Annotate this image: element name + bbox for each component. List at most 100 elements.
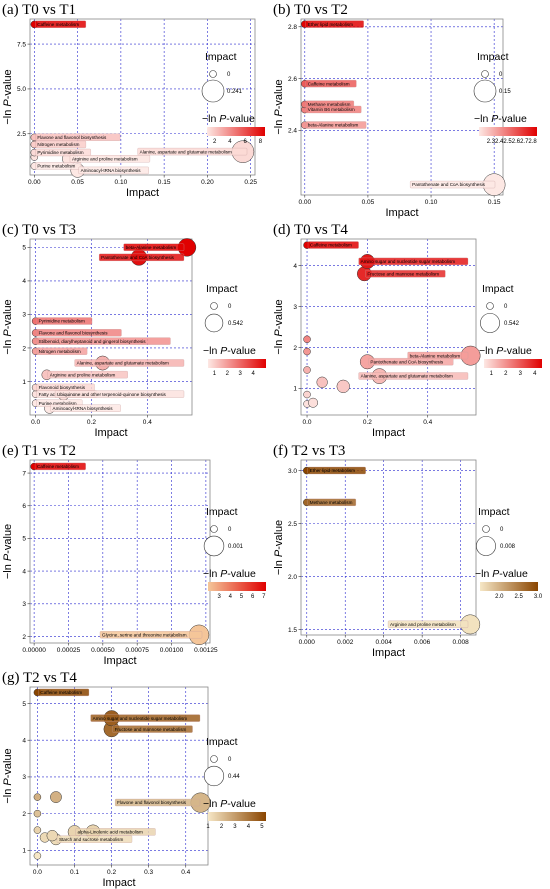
point-label-box	[307, 466, 366, 475]
point-label: Pantothenate and CoA biosynthesis	[412, 182, 485, 187]
x-axis-label: Impact	[103, 655, 136, 667]
size-legend-small-circle	[209, 70, 217, 78]
y-tick-label: 2.8	[288, 24, 297, 31]
color-legend-title: −ln P-value	[203, 798, 256, 810]
point-label: beta-Alanine metabolism	[308, 123, 359, 128]
x-tick-label: 0.00	[298, 199, 311, 206]
y-axis-label: −ln P-value	[273, 79, 285, 134]
point-label: Caffeine metabolism	[308, 81, 350, 86]
panel-7: (g) T2 vs T4 0.0 0.1 0.2 0.3 0.4 1 2 3 4 5 Impact −l…	[2, 670, 266, 889]
point-label: Pantothenate and CoA biosynthesis	[101, 255, 174, 260]
x-tick-label: 0.00050	[91, 647, 115, 654]
point-label: Fructose and mannose metabolism	[115, 727, 187, 732]
data-point	[303, 366, 311, 374]
color-legend-tick: 4	[228, 139, 232, 145]
panel-title: (e) T1 vs T2	[2, 443, 76, 459]
point-label-box	[47, 371, 128, 379]
y-tick-label: 2	[293, 345, 297, 352]
x-tick-label: 0.004	[376, 639, 393, 646]
color-legend-tick: 3	[239, 371, 243, 377]
x-tick-label: 0.002	[337, 639, 354, 646]
size-legend-label: 0	[499, 72, 503, 78]
size-legend-small-circle	[481, 70, 489, 78]
point-label: Alanine, aspartate and glutamate metabol…	[77, 361, 169, 366]
point-label-box	[137, 147, 248, 156]
size-legend-large-circle	[473, 79, 497, 103]
point-label: Arginine and proline metabolism	[72, 156, 138, 161]
x-axis-label: Impact	[94, 427, 127, 439]
x-tick-label: 0.00125	[194, 647, 218, 654]
size-legend-label: 0.542	[504, 321, 520, 327]
color-legend-bar	[208, 812, 266, 821]
x-tick-label: 0.00	[28, 179, 41, 186]
y-tick-label: 4	[22, 278, 26, 285]
panel-3: (c) T0 vs T3 0.0 0.2 0.4 1 2 3 4 5 Impact −ln P-va…	[2, 222, 266, 439]
point-label-box	[54, 390, 185, 398]
plot-frame	[300, 18, 504, 196]
point-label: Caffeine metabolism	[37, 22, 79, 27]
size-legend-small-circle	[210, 755, 218, 763]
point-label-box	[75, 828, 156, 836]
panel-title: (g) T2 vs T4	[2, 670, 77, 686]
data-point	[33, 793, 42, 801]
size-legend-small-circle	[210, 525, 218, 533]
point-label: Nitrogen metabolism	[39, 349, 81, 354]
point-label: Caffeine metabolism	[40, 690, 82, 695]
point-label-box	[305, 121, 367, 129]
color-legend-tick: 6	[251, 594, 255, 600]
point-label: Flavone and flavonol biosynthesis	[117, 800, 187, 805]
point-label-box	[99, 631, 203, 639]
x-tick-label: 0.008	[452, 639, 469, 646]
size-legend-title: Impact	[206, 736, 238, 748]
plot-frame	[29, 459, 211, 644]
y-tick-label: 2.6	[288, 76, 297, 83]
point-label: Caffeine metabolism	[37, 464, 79, 469]
data-point	[33, 826, 42, 834]
y-tick-label: 3	[22, 774, 26, 781]
plot-frame	[300, 238, 477, 416]
data-point	[33, 852, 42, 860]
color-legend-tick: 3.0	[534, 594, 543, 600]
x-tick-label: 0.25	[244, 179, 257, 186]
point-label: Ether lipid metabolism	[308, 22, 353, 27]
y-tick-label: 2.0	[288, 574, 297, 581]
panel-title: (d) T0 vs T4	[273, 222, 348, 238]
color-legend-tick: 4	[229, 594, 233, 600]
point-label-box	[307, 241, 359, 249]
panel-4: (d) T0 vs T4 0.0 0.2 0.4 1 2 3 4 Impact −ln P-val…	[273, 222, 542, 439]
y-tick-label: 4	[293, 263, 297, 270]
panel-title: (b) T0 vs T2	[273, 2, 348, 18]
point-label-box	[78, 166, 149, 175]
plot-frame	[300, 459, 477, 636]
y-tick-label: 5	[22, 245, 26, 252]
point-label-box	[305, 79, 357, 88]
size-legend-small-circle	[486, 302, 494, 310]
data-point	[308, 397, 318, 408]
point-label-box	[368, 358, 454, 366]
color-legend-tick: 2.0	[495, 594, 504, 600]
x-tick-label: 0.006	[414, 639, 431, 646]
x-tick-label: 0.10	[425, 199, 438, 206]
y-tick-label: 2	[22, 345, 26, 352]
y-tick-label: 3	[293, 304, 297, 311]
color-legend-title: −ln P-value	[203, 568, 256, 580]
y-tick-label: 7	[22, 470, 26, 477]
y-tick-label: 3.0	[288, 468, 297, 475]
point-label: Starch and sucrose metabolism	[59, 837, 124, 842]
color-legend-tick: 4	[247, 824, 251, 830]
point-label-box	[34, 462, 86, 471]
panel-6: (f) T2 vs T3 0.000 0.002 0.004 0.006 0.008 1.5…	[273, 443, 543, 659]
x-tick-label: 0.20	[201, 179, 214, 186]
color-legend-tick: 3	[519, 371, 523, 377]
color-legend-tick: 2.5	[514, 594, 523, 600]
color-legend-bar	[208, 582, 266, 591]
x-tick-label: 0.05	[71, 179, 84, 186]
x-tick-label: 0.00100	[160, 647, 184, 654]
point-label: Vitamin B6 metabolism	[308, 107, 355, 112]
point-label: beta-Alanine metabolism	[410, 353, 461, 358]
point-label: Stilbenoid, diarylheptanoid and gingerol…	[39, 339, 147, 344]
x-tick-label: 0.3	[144, 869, 153, 876]
x-tick-label: 0.05	[362, 199, 375, 206]
x-tick-label: 0.00075	[125, 647, 149, 654]
